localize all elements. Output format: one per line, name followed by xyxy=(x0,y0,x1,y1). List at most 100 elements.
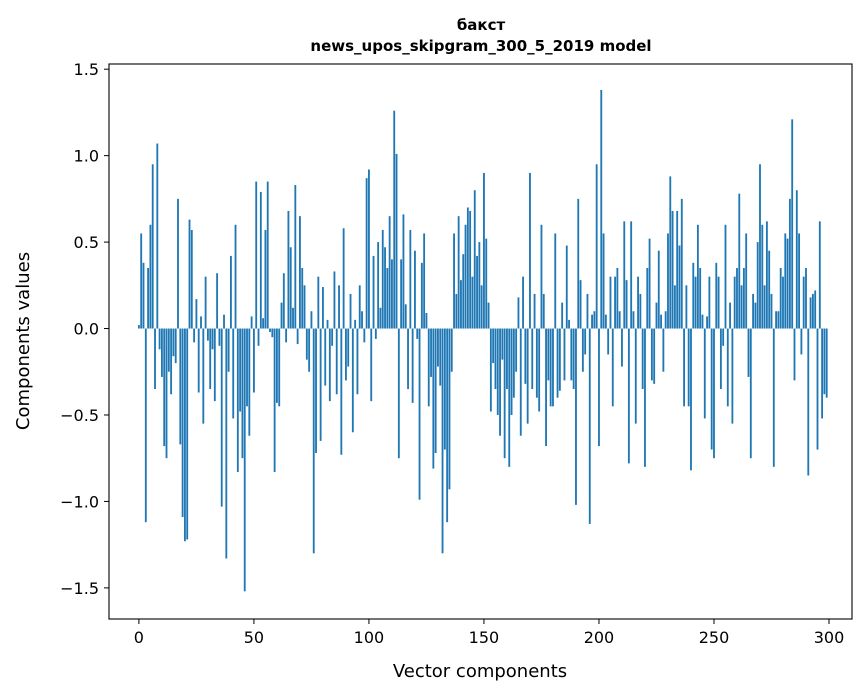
bar-86 xyxy=(335,328,338,395)
bar-17 xyxy=(177,198,179,329)
bar-198 xyxy=(593,311,596,329)
bar-136 xyxy=(450,328,453,372)
bar-8 xyxy=(156,143,159,329)
bar-124 xyxy=(423,233,426,329)
bar-32 xyxy=(211,328,214,350)
bar-268 xyxy=(754,302,757,329)
bar-43 xyxy=(236,328,239,473)
bar-94 xyxy=(354,319,357,329)
bar-89 xyxy=(342,228,345,329)
bar-23 xyxy=(190,229,193,329)
bar-223 xyxy=(650,328,653,381)
bar-9 xyxy=(158,328,161,350)
bar-225 xyxy=(655,302,658,329)
chart-subtitle: news_upos_skipgram_300_5_2019 model xyxy=(310,37,651,55)
bar-210 xyxy=(621,328,623,367)
bar-37 xyxy=(223,314,225,329)
bar-269 xyxy=(756,242,759,329)
bar-264 xyxy=(745,233,748,329)
bar-82 xyxy=(326,319,329,329)
bar-75 xyxy=(310,311,313,329)
y-axis: −1.5 −1.0 −0.5 0.0 0.5 1.0 1.5 xyxy=(60,60,109,598)
x-tick-label: 200 xyxy=(584,628,615,647)
bar-47 xyxy=(246,328,248,407)
bar-140 xyxy=(460,280,462,329)
bar-259 xyxy=(733,276,736,329)
bar-219 xyxy=(641,328,644,390)
bar-28 xyxy=(202,328,205,424)
bar-117 xyxy=(407,328,409,390)
bar-181 xyxy=(554,233,557,329)
bar-19 xyxy=(181,328,184,517)
bar-53 xyxy=(259,191,262,329)
bar-15 xyxy=(172,328,175,357)
bar-46 xyxy=(243,328,246,592)
bar-287 xyxy=(798,233,801,329)
bar-132 xyxy=(441,328,444,554)
y-axis-label: Components values xyxy=(13,252,34,430)
bar-187 xyxy=(568,319,570,329)
bar-217 xyxy=(637,276,639,329)
bar-205 xyxy=(609,276,612,329)
bar-192 xyxy=(579,280,582,329)
bar-263 xyxy=(742,268,745,329)
bar-127 xyxy=(430,328,432,377)
bar-267 xyxy=(752,293,755,329)
bar-51 xyxy=(255,181,258,329)
plot-frame xyxy=(108,63,853,620)
bar-131 xyxy=(439,328,442,386)
bar-0 xyxy=(137,325,140,329)
bar-115 xyxy=(402,214,405,329)
bar-286 xyxy=(795,190,798,329)
bar-34 xyxy=(216,273,219,329)
bar-74 xyxy=(308,328,311,372)
bar-151 xyxy=(485,238,488,329)
bar-142 xyxy=(464,224,467,329)
bar-170 xyxy=(529,172,531,329)
bar-97 xyxy=(361,311,363,329)
bar-45 xyxy=(241,328,244,459)
bar-175 xyxy=(540,224,543,329)
bar-100 xyxy=(368,169,370,329)
bar-58 xyxy=(271,328,274,338)
bar-220 xyxy=(644,328,646,467)
bar-154 xyxy=(492,328,495,364)
x-tick-label: 50 xyxy=(244,628,264,647)
y-tick-label: −1.5 xyxy=(60,579,99,598)
bar-218 xyxy=(639,293,642,329)
bar-246 xyxy=(703,328,706,419)
bar-11 xyxy=(163,328,166,447)
bar-189 xyxy=(572,328,575,390)
bar-255 xyxy=(724,224,727,329)
bar-274 xyxy=(768,250,771,329)
bar-254 xyxy=(722,328,725,346)
bar-26 xyxy=(197,328,200,393)
bar-101 xyxy=(370,328,373,402)
bar-25 xyxy=(195,299,198,329)
bar-36 xyxy=(220,328,223,507)
chart-title: бакст xyxy=(457,16,506,34)
bar-216 xyxy=(634,328,637,424)
x-tick-label: 250 xyxy=(699,628,730,647)
bar-73 xyxy=(305,328,308,360)
bar-105 xyxy=(379,307,382,329)
bar-65 xyxy=(287,210,290,329)
bar-161 xyxy=(508,328,511,467)
bar-157 xyxy=(499,328,501,436)
bar-186 xyxy=(565,245,568,329)
bar-299 xyxy=(825,328,828,398)
bar-244 xyxy=(699,268,702,329)
bar-160 xyxy=(506,328,508,390)
bar-54 xyxy=(262,318,265,329)
bar-250 xyxy=(713,328,715,459)
bar-276 xyxy=(772,328,775,467)
bar-279 xyxy=(779,268,782,329)
bar-245 xyxy=(701,314,704,329)
bar-174 xyxy=(538,328,541,412)
bar-178 xyxy=(547,328,550,381)
bar-141 xyxy=(462,254,465,329)
bar-191 xyxy=(577,198,580,329)
bar-88 xyxy=(340,328,343,455)
bar-41 xyxy=(232,328,235,419)
bar-122 xyxy=(418,328,421,500)
